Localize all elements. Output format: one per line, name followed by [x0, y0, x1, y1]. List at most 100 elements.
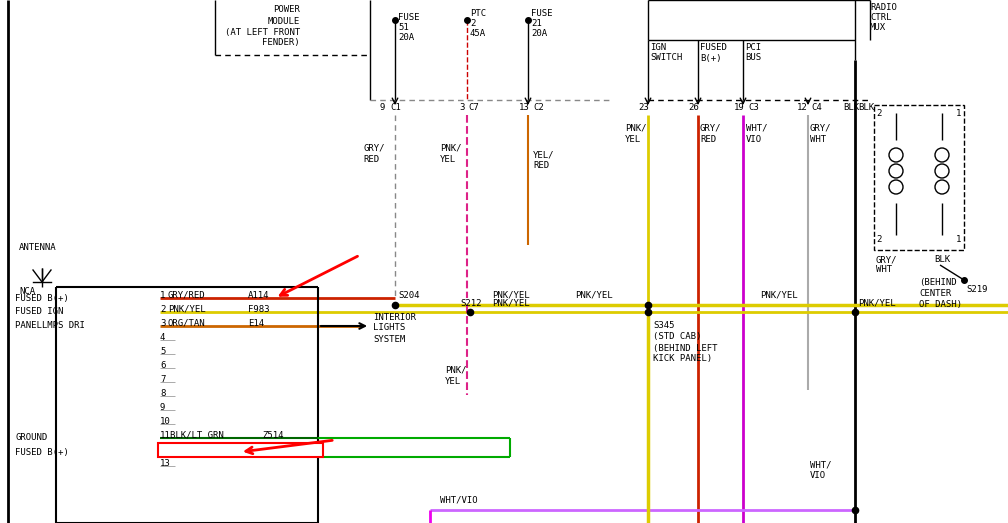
- Text: 20A: 20A: [531, 29, 547, 39]
- Text: 12: 12: [160, 445, 170, 453]
- Text: PNK/YEL: PNK/YEL: [492, 290, 529, 300]
- Text: A114: A114: [262, 445, 283, 453]
- Text: OF DASH): OF DASH): [919, 301, 962, 310]
- Text: 7: 7: [160, 374, 165, 383]
- Text: (BEHIND LEFT: (BEHIND LEFT: [653, 344, 718, 353]
- Text: GRY/: GRY/: [700, 123, 722, 132]
- Text: FUSED B(+): FUSED B(+): [15, 448, 69, 457]
- Text: 45A: 45A: [470, 29, 486, 39]
- Text: RED: RED: [533, 162, 549, 170]
- Text: Z514: Z514: [262, 430, 283, 439]
- Text: E14: E14: [248, 319, 264, 327]
- Text: S345: S345: [653, 322, 674, 331]
- Text: C1: C1: [390, 104, 401, 112]
- Text: S204: S204: [398, 290, 419, 300]
- Text: VIO: VIO: [810, 472, 827, 481]
- Text: C2: C2: [533, 104, 543, 112]
- Text: 13: 13: [160, 459, 170, 468]
- Text: WHT/VIO: WHT/VIO: [440, 495, 478, 505]
- Text: POWER: POWER: [273, 6, 300, 15]
- Text: GRY/: GRY/: [810, 123, 832, 132]
- Text: PNK/: PNK/: [445, 366, 467, 374]
- Text: PNK/YEL: PNK/YEL: [575, 290, 613, 300]
- Text: 1: 1: [956, 235, 962, 244]
- Text: 3: 3: [459, 104, 465, 112]
- Text: GRY/: GRY/: [363, 143, 384, 153]
- Text: GROUND: GROUND: [15, 434, 47, 442]
- Text: GRY/RED: GRY/RED: [168, 290, 206, 300]
- Text: RED: RED: [363, 154, 379, 164]
- Text: 2: 2: [876, 235, 881, 244]
- Text: S212: S212: [460, 299, 482, 308]
- Text: RADIO: RADIO: [870, 4, 897, 13]
- Text: 20A: 20A: [398, 33, 414, 42]
- Text: PTC: PTC: [470, 9, 486, 18]
- Text: WHT/: WHT/: [810, 460, 832, 470]
- Text: NCA: NCA: [19, 288, 35, 297]
- Text: FUSE: FUSE: [398, 14, 419, 22]
- Text: VIO: VIO: [746, 134, 762, 143]
- Text: YEL: YEL: [445, 377, 461, 385]
- Text: BLK: BLK: [858, 104, 874, 112]
- Text: CENTER: CENTER: [919, 290, 952, 299]
- Text: PNK/YEL: PNK/YEL: [858, 299, 896, 308]
- Text: FUSE: FUSE: [531, 9, 552, 18]
- Text: B(+): B(+): [700, 53, 722, 63]
- Text: FUSED B(+): FUSED B(+): [15, 293, 69, 302]
- Text: INTERIOR: INTERIOR: [373, 313, 416, 322]
- Text: F983: F983: [248, 304, 269, 313]
- Text: IGN: IGN: [650, 43, 666, 52]
- Text: YEL/: YEL/: [533, 151, 554, 160]
- Text: C3: C3: [748, 104, 759, 112]
- Text: A114: A114: [248, 290, 269, 300]
- Text: 11: 11: [160, 430, 170, 439]
- Text: PANELLMPS DRI: PANELLMPS DRI: [15, 322, 85, 331]
- Text: 1: 1: [160, 290, 165, 300]
- Text: CTRL: CTRL: [870, 14, 891, 22]
- Text: GRY/: GRY/: [876, 256, 897, 265]
- Text: 4: 4: [160, 333, 165, 342]
- Text: ANTENNA: ANTENNA: [19, 244, 56, 253]
- FancyBboxPatch shape: [158, 443, 323, 457]
- Text: 2: 2: [160, 304, 165, 313]
- Text: 10: 10: [160, 416, 170, 426]
- Text: MUX: MUX: [870, 24, 886, 32]
- Text: 19: 19: [734, 104, 745, 112]
- Text: (AT LEFT FRONT: (AT LEFT FRONT: [225, 28, 300, 37]
- Text: SYSTEM: SYSTEM: [373, 335, 405, 344]
- FancyBboxPatch shape: [874, 105, 964, 250]
- Text: 51: 51: [398, 24, 409, 32]
- Text: KICK PANEL): KICK PANEL): [653, 355, 712, 363]
- Text: 1: 1: [956, 108, 962, 118]
- Text: RED: RED: [700, 134, 716, 143]
- Text: WHT: WHT: [810, 134, 827, 143]
- Text: 13: 13: [519, 104, 530, 112]
- Text: YEL: YEL: [440, 154, 457, 164]
- Text: 3: 3: [160, 319, 165, 327]
- Text: FUSED IGN: FUSED IGN: [15, 308, 64, 316]
- Text: 8: 8: [160, 389, 165, 397]
- Text: S219: S219: [966, 286, 988, 294]
- Text: 9: 9: [160, 403, 165, 412]
- Text: YEL: YEL: [625, 134, 641, 143]
- Text: ORG/TAN: ORG/TAN: [168, 319, 206, 327]
- Text: 6: 6: [160, 360, 165, 370]
- Text: 12: 12: [797, 104, 807, 112]
- Text: BLK/LT GRN: BLK/LT GRN: [170, 430, 224, 439]
- Text: BUS: BUS: [745, 53, 761, 63]
- Text: PNK/YEL: PNK/YEL: [760, 290, 797, 300]
- Text: MODULE: MODULE: [268, 17, 300, 26]
- Text: 23: 23: [638, 104, 649, 112]
- Text: 2: 2: [876, 108, 881, 118]
- Text: PNK/: PNK/: [625, 123, 646, 132]
- Text: PNK/: PNK/: [440, 143, 462, 153]
- Text: BLK: BLK: [934, 256, 951, 265]
- Text: WHT: WHT: [876, 266, 892, 275]
- Text: 21: 21: [531, 19, 541, 28]
- Text: FENDER): FENDER): [262, 39, 300, 48]
- Text: SWITCH: SWITCH: [650, 53, 682, 63]
- Text: FUSED: FUSED: [700, 43, 727, 52]
- Text: 26: 26: [688, 104, 699, 112]
- Text: 2: 2: [470, 19, 476, 28]
- Text: GRY/RED: GRY/RED: [170, 445, 208, 453]
